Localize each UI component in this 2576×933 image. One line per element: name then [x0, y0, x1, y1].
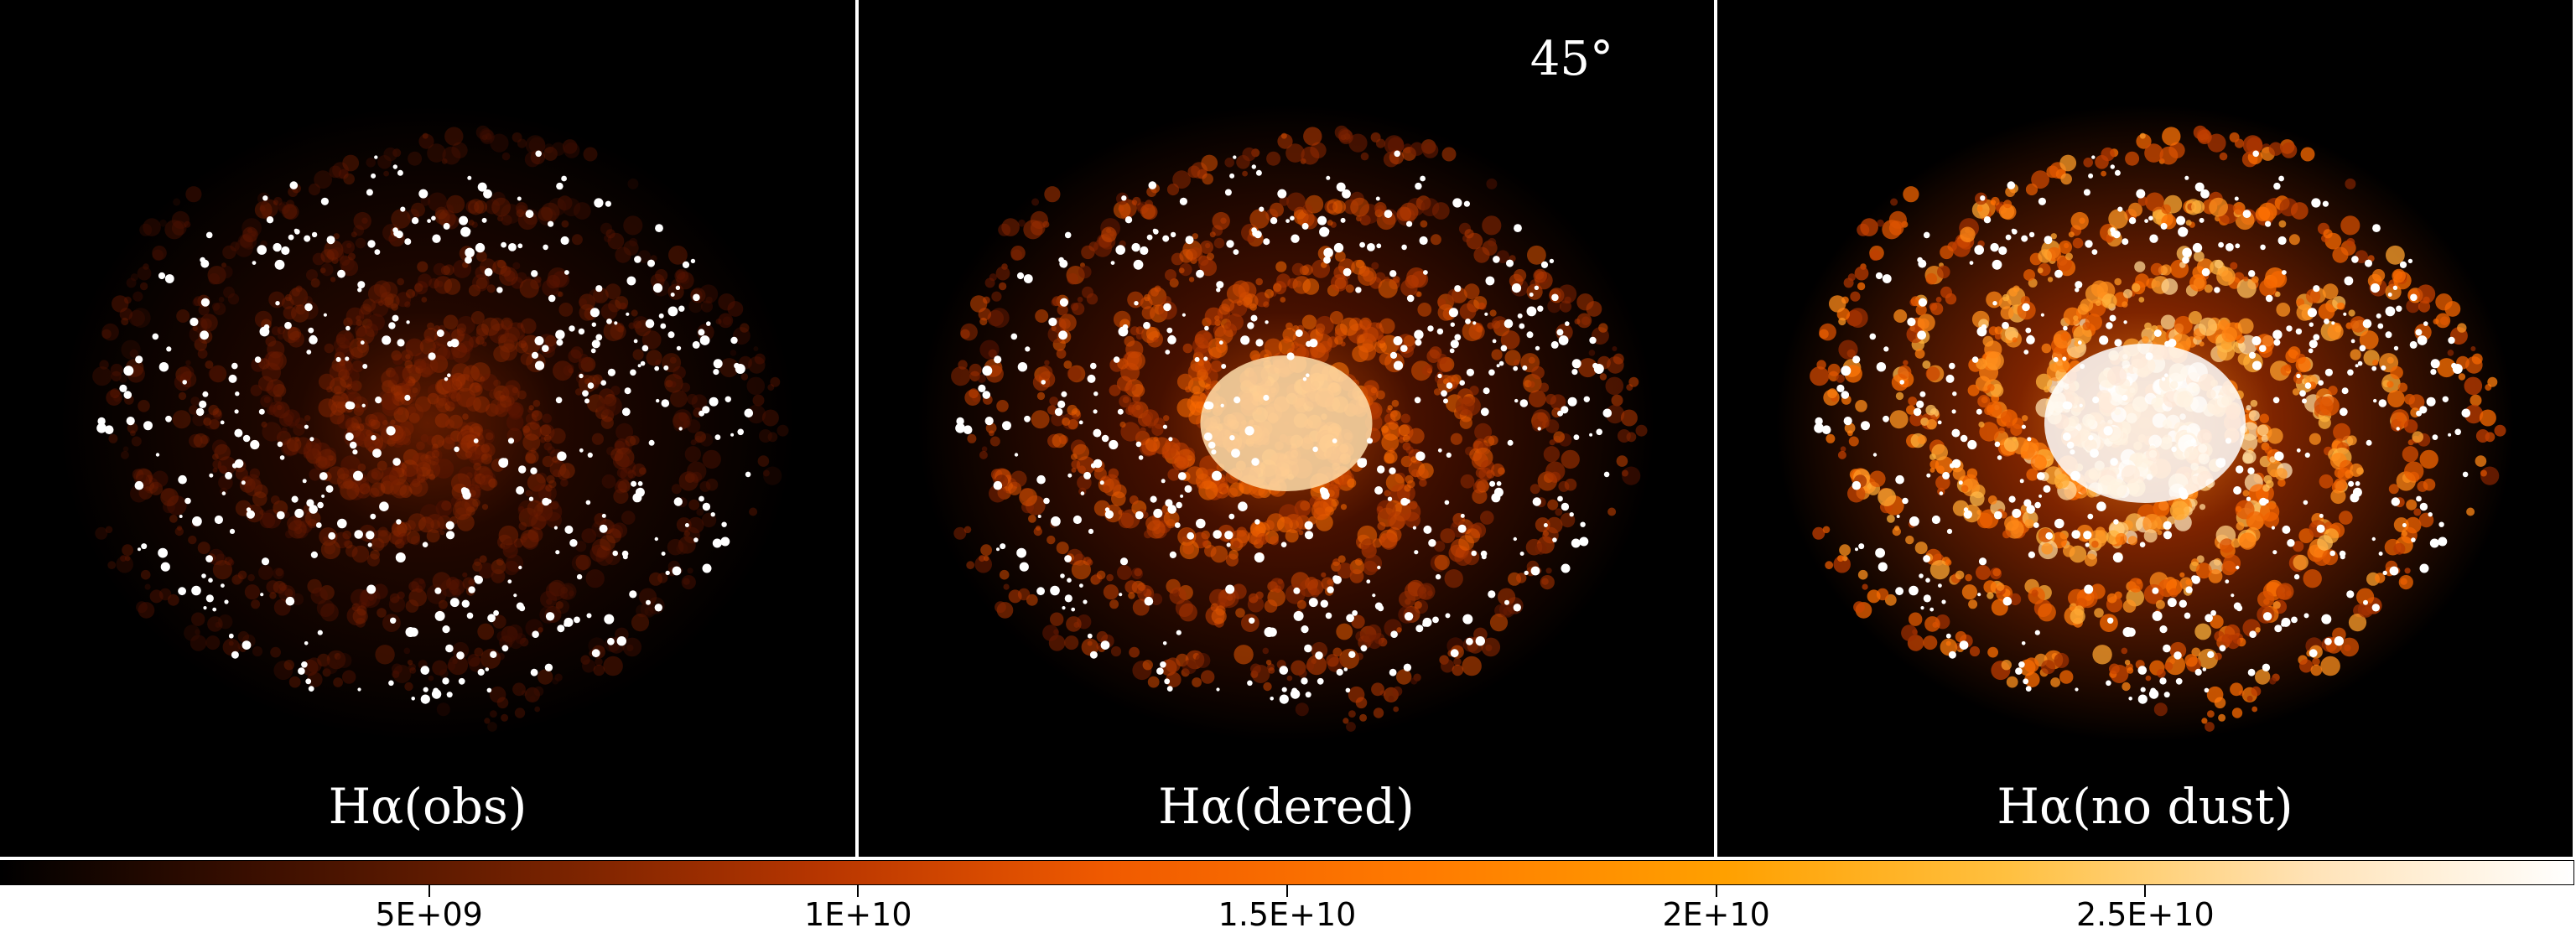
colorbar-tick-label: 5E+09: [375, 896, 482, 933]
panel-observed: Hα(obs): [0, 0, 855, 857]
panel-label: Hα(no dust): [1717, 778, 2573, 835]
colorbar-tick: [428, 885, 430, 897]
colorbar-gradient: [0, 860, 2574, 885]
colorbar-tick: [2144, 885, 2146, 897]
panel-label: Hα(obs): [0, 778, 855, 835]
colorbar-tick-label: 1E+10: [804, 896, 911, 933]
panel-no-dust: Hα(no dust): [1717, 0, 2573, 857]
colorbar-tick: [857, 885, 859, 897]
image-grid: Hα(obs) 45° Hα(dered) Hα(no dust): [0, 0, 2576, 860]
galaxy-image: [0, 0, 855, 857]
panel-label: Hα(dered): [859, 778, 1714, 835]
inclination-label: 45°: [1530, 32, 1613, 86]
colorbar-tick-label: 2E+10: [1662, 896, 1769, 933]
colorbar: 5E+09 1E+10 1.5E+10 2E+10 2.5E+10: [0, 860, 2576, 930]
colorbar-tick: [1286, 885, 1288, 897]
colorbar-tick-label: 1.5E+10: [1218, 896, 1357, 933]
colorbar-tick-label: 2.5E+10: [2076, 896, 2215, 933]
panel-dereddened: 45° Hα(dered): [859, 0, 1714, 857]
colorbar-tick: [1716, 885, 1717, 897]
galaxy-image: [859, 0, 1714, 857]
galaxy-image: [1717, 0, 2573, 857]
